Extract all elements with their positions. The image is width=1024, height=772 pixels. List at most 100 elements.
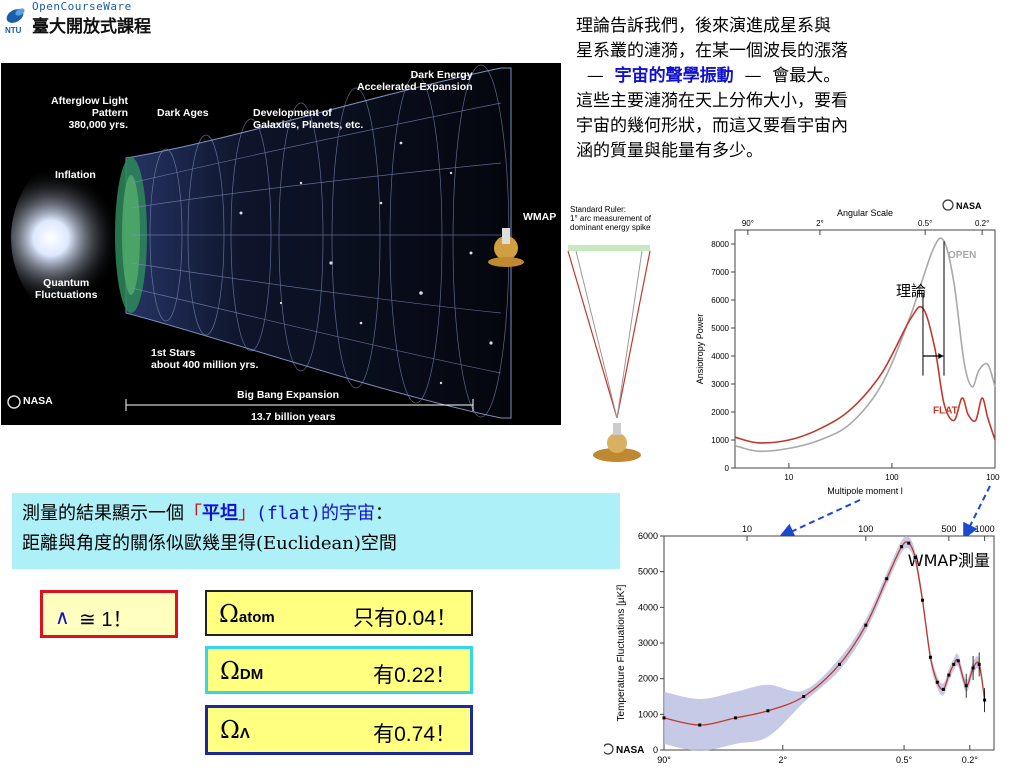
data-point — [662, 716, 666, 720]
cosmic-variance-band — [664, 535, 985, 751]
chart-title: Angular Scale — [837, 208, 893, 218]
data-point — [941, 687, 945, 691]
data-point — [913, 555, 917, 559]
atom-subscript: atom — [238, 609, 275, 626]
omega-atom-symbol: Ωatom — [219, 600, 275, 628]
series-label-flat: FLAT — [933, 405, 958, 416]
y-tick-label: 4000 — [711, 352, 729, 361]
data-point — [766, 709, 770, 713]
label-big-bang: Big Bang Expansion — [237, 389, 340, 401]
y-tick-label: 6000 — [638, 531, 658, 541]
omega-lambda-value: 有0.74！ — [373, 723, 456, 746]
theory-chart-svg: Standard Ruler: 1° arc measurement of domi… — [567, 199, 1004, 496]
nasa-label: NASA — [616, 745, 644, 756]
wmap-satellite-icon — [488, 228, 524, 267]
series-label-open: OPEN — [948, 250, 976, 261]
annotation-theory: 理論 — [896, 282, 926, 300]
x-tick-label: 10 — [742, 524, 752, 534]
wmap-chart-svg: 0 1000 2000 3000 4000 5000 6000 10 100 500 1000 90°… — [602, 524, 995, 765]
data-point — [947, 673, 951, 677]
data-point — [802, 695, 806, 698]
y-tick-label: 5000 — [711, 324, 729, 333]
y-tick-label: 0 — [653, 745, 658, 755]
series-line-flat — [734, 305, 996, 444]
intro-line: — 宇宙的聲學振動 — 會最大。 — [576, 64, 996, 89]
colon: ： — [375, 503, 394, 524]
x-tick-label: 1000 — [986, 473, 1000, 482]
y-tick-label: 8000 — [711, 240, 729, 249]
flat-zh: 平坦 — [202, 503, 238, 524]
dash: — — [586, 66, 604, 86]
data-point — [885, 577, 889, 581]
nasa-logo-icon — [7, 395, 21, 409]
label-dark-energy: Dark Energy Accelerated Expansion — [357, 69, 473, 93]
top-tick-label: 0.5° — [918, 219, 932, 228]
satellite-dish — [593, 448, 641, 462]
ruler-line-left — [567, 250, 618, 419]
satellite-body — [607, 433, 627, 453]
top-tick-label: 90° — [742, 219, 754, 228]
ocw-logo[interactable]: NTU OpenCourseWare 臺大開放式課程 — [4, 0, 204, 40]
y-tick-label: 1000 — [711, 436, 729, 445]
label-duration: 13.7 billion years — [251, 411, 336, 423]
data-point — [900, 545, 904, 549]
bottom-tick-label: 2° — [778, 755, 787, 765]
x-tick-label: 1000 — [975, 524, 995, 534]
ruler-bar — [568, 245, 650, 251]
intro-paragraph: 理論告訴我們，後來演進成星系與 星系叢的漣漪，在某一個波長的漲落 — 宇宙的聲學… — [576, 14, 996, 164]
omega-total-box: ∧ ≅ 1！ — [40, 590, 178, 638]
data-point — [698, 723, 702, 727]
x-tick-label: 100 — [885, 473, 899, 482]
top-tick-label: 2° — [816, 219, 824, 228]
omega-lambda-box: ΩΛ 有0.74！ — [205, 705, 473, 755]
ruler-line-inner-left — [575, 250, 618, 419]
top-tick-label: 0.2° — [975, 219, 989, 228]
bottom-tick-label: 0.2° — [962, 755, 979, 765]
logo-icon: NTU — [5, 8, 25, 34]
y-tick-label: 2000 — [711, 408, 729, 417]
result-line-2: 距離與角度的關係似歐幾里得(Euclidean)空間 — [22, 533, 397, 554]
series-line-open — [734, 237, 996, 453]
arrow-100 — [778, 499, 861, 539]
nasa-label: NASA — [956, 201, 982, 211]
y-axis-label: Temperature Fluctuations [µK²] — [616, 584, 627, 721]
flat-en: (flat)的宇宙 — [256, 503, 376, 524]
intro-line: 宇宙的幾何形狀，而這又要看宇宙內 — [576, 116, 848, 136]
x-tick-label: 10 — [784, 473, 793, 482]
label-wmap: WMAP — [523, 211, 557, 223]
data-point — [952, 662, 956, 666]
label-nasa: NASA — [23, 395, 53, 407]
y-tick-label: 3000 — [711, 380, 729, 389]
logo-text-zh: 臺大開放式課程 — [32, 17, 151, 37]
result-prefix: 測量的結果顯示一個 — [22, 503, 184, 524]
nasa-icon — [942, 199, 954, 211]
universe-expansion-image: Dark Energy Accelerated Expansion Afterg… — [1, 63, 561, 425]
highlight-acoustic-oscillation: 宇宙的聲學振動 — [614, 66, 734, 86]
omega-symbol: Ω — [220, 716, 240, 744]
omega-dm-box: ΩDM 有0.22！ — [205, 646, 473, 694]
intro-line: 這些主要漣漪在天上分佈大小，要看 — [576, 91, 848, 111]
nasa-icon — [602, 743, 614, 755]
y-tick-label: 0 — [725, 464, 730, 473]
bracket-close: 」 — [238, 503, 256, 524]
y-tick-label: 6000 — [711, 296, 729, 305]
theory-power-spectrum-chart: Standard Ruler: 1° arc measurement of domi… — [560, 198, 1004, 498]
peak-shift-arrowhead — [938, 353, 944, 359]
label-first-stars: 1st Stars about 400 million yrs. — [151, 347, 259, 371]
omega-atom-box: Ωatom 只有0.04！ — [205, 590, 473, 636]
omega-dm-value: 有0.22！ — [373, 664, 456, 687]
result-line-1: 測量的結果顯示一個「平坦」(flat)的宇宙： — [22, 499, 610, 529]
bottom-tick-label: 0.5° — [896, 755, 913, 765]
intro-line: 星系叢的漣漪，在某一個波長的漲落 — [576, 41, 848, 61]
y-tick-label: 4000 — [638, 602, 658, 612]
x-axis-label: Multipole moment l — [827, 486, 903, 496]
intro-line: 涵的質量與能量有多少。 — [576, 141, 763, 161]
omega-atom-value: 只有0.04！ — [353, 607, 457, 630]
y-tick-label: 5000 — [638, 567, 658, 577]
model-fit-line — [663, 541, 986, 726]
lambda-subscript: Λ — [239, 725, 250, 742]
dash: — — [744, 66, 762, 86]
ruler-line-right — [616, 250, 651, 419]
lambda-symbol: ∧ — [55, 607, 70, 629]
result-box: 測量的結果顯示一個「平坦」(flat)的宇宙： 距離與角度的關係似歐幾里得(Eu… — [12, 493, 620, 569]
